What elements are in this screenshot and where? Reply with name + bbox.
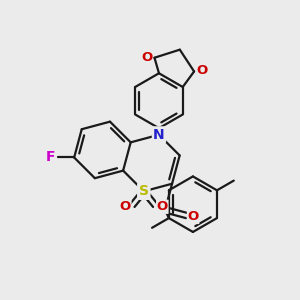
Text: N: N <box>153 128 165 142</box>
Text: N: N <box>153 128 165 142</box>
Text: O: O <box>157 200 168 213</box>
Text: S: S <box>139 184 149 198</box>
Text: O: O <box>188 210 199 224</box>
Text: O: O <box>120 200 131 213</box>
Text: S: S <box>139 184 149 198</box>
Text: O: O <box>196 64 207 77</box>
Text: F: F <box>46 151 55 164</box>
Text: O: O <box>141 51 153 64</box>
